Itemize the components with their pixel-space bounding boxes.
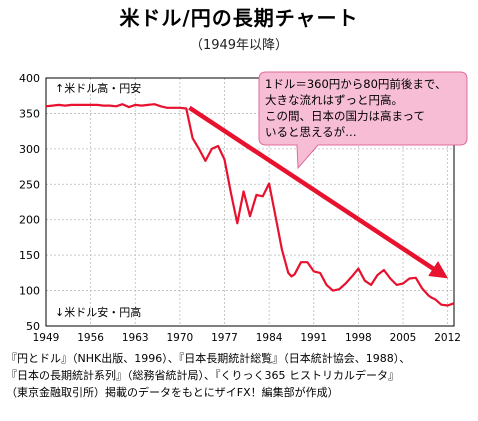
chart-subtitle: （1949年以降） bbox=[189, 38, 289, 53]
source-line-3: （東京金融取引所）掲載のデータをもとにザイFX！編集部が作成） bbox=[6, 386, 339, 399]
y-tick-label: 400 bbox=[19, 72, 40, 85]
callout-shape bbox=[258, 71, 468, 170]
y-tick-label: 300 bbox=[19, 143, 40, 156]
x-tick-label: 1977 bbox=[211, 332, 238, 344]
x-tick-label: 1956 bbox=[77, 332, 104, 344]
y-tick-label: 200 bbox=[19, 214, 40, 227]
callout-line-4: いると思えるが… bbox=[265, 125, 357, 139]
y-tick-label: 100 bbox=[19, 285, 40, 298]
callout-bubble: 1ドル＝360円から80円前後まで、 大きな流れはずっと円高。 この間、日本の国… bbox=[258, 71, 468, 170]
source-line-2: 『日本の長期統計系列』（総務省統計局）、『くりっく365 ヒストリカルデータ』 bbox=[6, 369, 399, 382]
x-tick-label: 2005 bbox=[390, 332, 417, 344]
x-axis: 1949 1956 1963 1970 1977 1984 1991 1998 2005 2012 bbox=[33, 332, 461, 344]
top-note: ↑米ドル高・円安 bbox=[55, 81, 141, 95]
plot-frame bbox=[45, 77, 455, 327]
x-tick-label: 1970 bbox=[167, 332, 194, 344]
x-tick-label: 2012 bbox=[434, 332, 461, 344]
y-axis: 50 100 150 200 250 300 350 400 bbox=[19, 72, 40, 333]
x-tick-label: 1991 bbox=[300, 332, 327, 344]
bottom-note: ↓米ドル安・円高 bbox=[55, 305, 141, 319]
y-tick-label: 250 bbox=[19, 178, 40, 191]
source-note: 『円とドル』（NHK出版、1996）、『日本長期統計総覧』（日本統計協会、198… bbox=[6, 350, 476, 401]
x-tick-label: 1949 bbox=[33, 332, 60, 344]
series-layer bbox=[45, 103, 455, 307]
callout-line-3: この間、日本の国力は高まって bbox=[265, 109, 425, 123]
x-tick-label: 1963 bbox=[122, 332, 149, 344]
trend-arrow-layer bbox=[188, 105, 449, 279]
usd-jpy-series-line bbox=[45, 103, 455, 307]
trend-arrow bbox=[188, 105, 449, 279]
source-line-1: 『円とドル』（NHK出版、1996）、『日本長期統計総覧』（日本統計協会、198… bbox=[6, 352, 411, 365]
callout-line-1: 1ドル＝360円から80円前後まで、 bbox=[265, 77, 446, 91]
x-tick-label: 1984 bbox=[256, 332, 283, 344]
y-tick-label: 350 bbox=[19, 107, 40, 120]
x-tick-label: 1998 bbox=[345, 332, 372, 344]
y-tick-label: 150 bbox=[19, 249, 40, 262]
callout-line-2: 大きな流れはずっと円高。 bbox=[265, 93, 403, 107]
chart-title: 米ドル/円の長期チャート bbox=[119, 6, 359, 30]
y-tick-label: 50 bbox=[26, 320, 40, 333]
